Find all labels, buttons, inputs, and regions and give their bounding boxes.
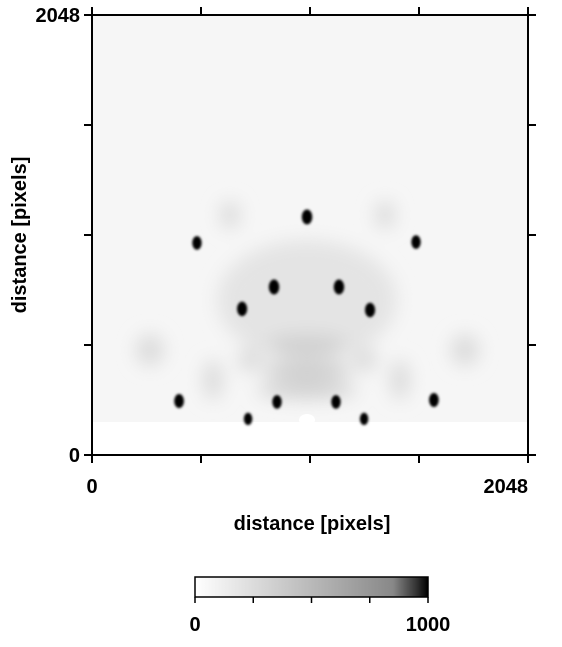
diffraction-spot [429,392,439,408]
diffraction-spot [237,301,248,317]
x-tick-label: 2048 [484,476,529,498]
diffraction-spot [192,236,202,250]
diffraction-spot [301,209,313,225]
x-tick-label: 0 [86,476,97,498]
diffraction-spot [333,279,345,295]
diffuse-background [92,15,528,455]
x-axis-label: distance [pixels] [234,513,391,535]
diffraction-spot [411,235,421,249]
y-tick-label: 0 [69,445,80,467]
diffraction-spot [359,412,369,426]
diffraction-spot [243,412,253,426]
colorbar-tick-label: 1000 [406,614,451,636]
colorbar-tick-label: 0 [189,614,200,636]
diffraction-spot [268,279,280,295]
diffraction-spot [364,302,376,318]
diffraction-spot [272,395,282,409]
diffraction-spot [331,395,341,409]
diffraction-spot [174,394,184,409]
y-tick-label: 2048 [36,5,81,27]
colorbar [194,576,429,598]
y-axis-label: distance [pixels] [9,157,31,314]
